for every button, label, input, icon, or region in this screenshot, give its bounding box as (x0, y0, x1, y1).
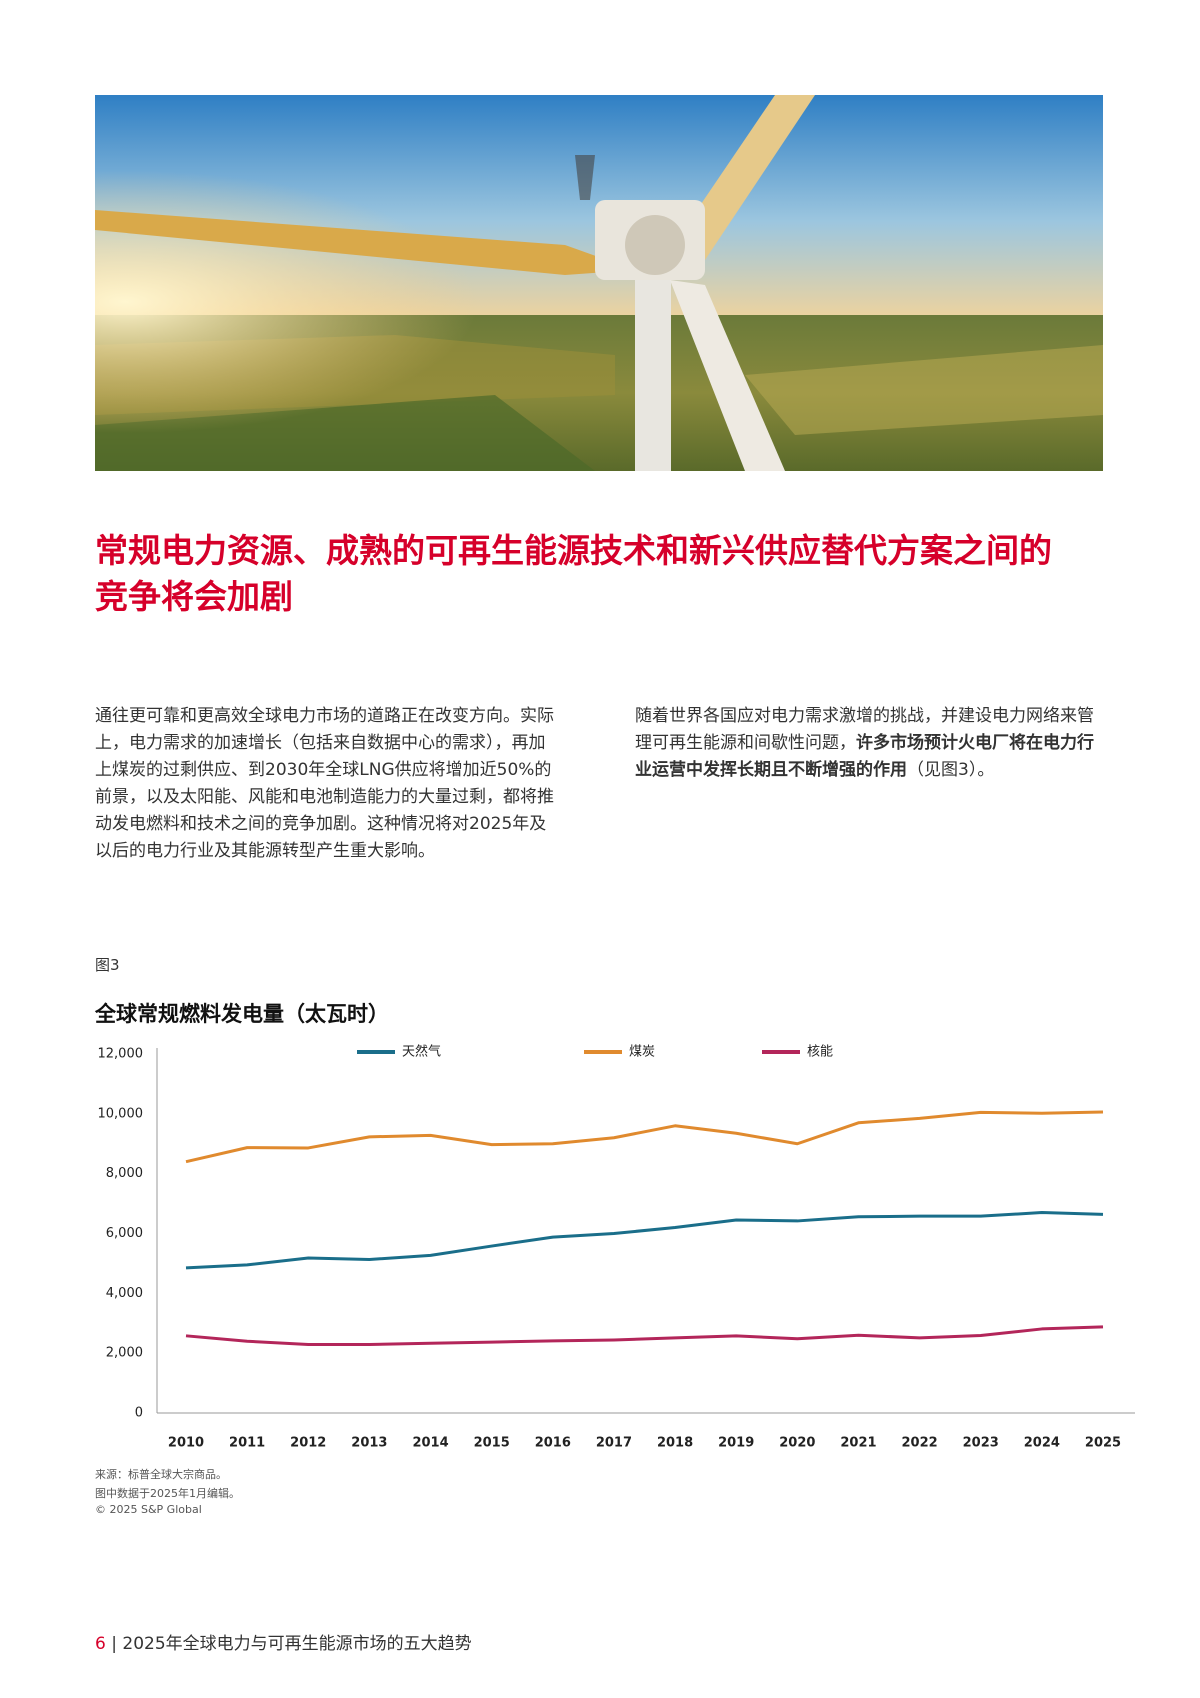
chart-title: 全球常规燃料发电量（太瓦时） (95, 1002, 389, 1026)
separator: | (111, 1634, 117, 1654)
footer-title: 2025年全球电力与可再生能源市场的五大趋势 (122, 1634, 472, 1654)
y-tick-label: 10,000 (98, 1106, 144, 1121)
line-series (185, 1211, 1104, 1270)
bold-text: 许多市场预计火电厂将在电力行业运营中发挥长期且不断增强的作用 (635, 733, 1094, 780)
hero-photo (95, 95, 1103, 471)
x-tick-label: 2021 (840, 1436, 876, 1451)
text: 随着世界各国应对电力需求激增的挑战，并建设电力网络来管理可再生能源和间歇性问题， (635, 706, 1094, 753)
footer: 6 | 2025年全球电力与可再生能源市场的五大趋势 (95, 1629, 472, 1654)
body-paragraph: 通往更可靠和更高效全球电力市场的道路正在改变方向。实际上，电力需求的加速增长（包… (95, 706, 554, 861)
x-tick-label: 2019 (718, 1436, 754, 1451)
x-tick-label: 2024 (1024, 1436, 1060, 1451)
page-number: 6 (95, 1634, 106, 1654)
legend-label: 煤炭 (629, 1045, 655, 1060)
source-note: © 2025 S&P Global (95, 1503, 202, 1516)
x-tick-label: 2023 (963, 1436, 999, 1451)
body-paragraph: 随着世界各国应对电力需求激增的挑战，并建设电力网络来管理可再生能源和间歇性问题，… (635, 703, 1100, 784)
line-series (185, 1110, 1104, 1164)
x-tick-label: 2011 (229, 1436, 265, 1451)
x-tick-label: 2016 (535, 1436, 571, 1451)
x-tick-label: 2022 (902, 1436, 938, 1451)
legend-label: 天然气 (402, 1044, 441, 1060)
y-tick-label: 6,000 (106, 1226, 143, 1241)
x-tick-label: 2017 (596, 1436, 632, 1451)
section-heading: 常规电力资源、成熟的可再生能源技术和新兴供应替代方案之间的竞争将会加剧 (95, 531, 1052, 616)
source-note: 来源：标普全球大宗商品。 (95, 1468, 227, 1481)
x-tick-label: 2020 (779, 1436, 815, 1451)
x-tick-label: 2012 (290, 1436, 326, 1451)
line-series (185, 1325, 1104, 1346)
y-tick-label: 0 (135, 1406, 143, 1421)
x-tick-label: 2025 (1085, 1436, 1121, 1451)
x-tick-label: 2010 (168, 1436, 204, 1451)
y-tick-label: 2,000 (106, 1346, 143, 1361)
legend-label: 核能 (807, 1045, 833, 1060)
y-tick-label: 12,000 (98, 1047, 144, 1062)
chart: 0 2,000 4,000 6,000 8,000 10,000 12,000 2010 201… (98, 1044, 1135, 1451)
y-tick-label: 8,000 (106, 1166, 143, 1181)
x-tick-label: 2014 (412, 1436, 448, 1451)
x-tick-label: 2015 (474, 1436, 510, 1451)
text: （见图3）。 (907, 760, 995, 780)
x-tick-label: 2018 (657, 1436, 693, 1451)
x-tick-label: 2013 (351, 1436, 387, 1451)
figure-label: 图3 (95, 956, 120, 974)
y-tick-label: 4,000 (106, 1286, 143, 1301)
source-note: 图中数据于2025年1月编辑。 (95, 1487, 240, 1500)
